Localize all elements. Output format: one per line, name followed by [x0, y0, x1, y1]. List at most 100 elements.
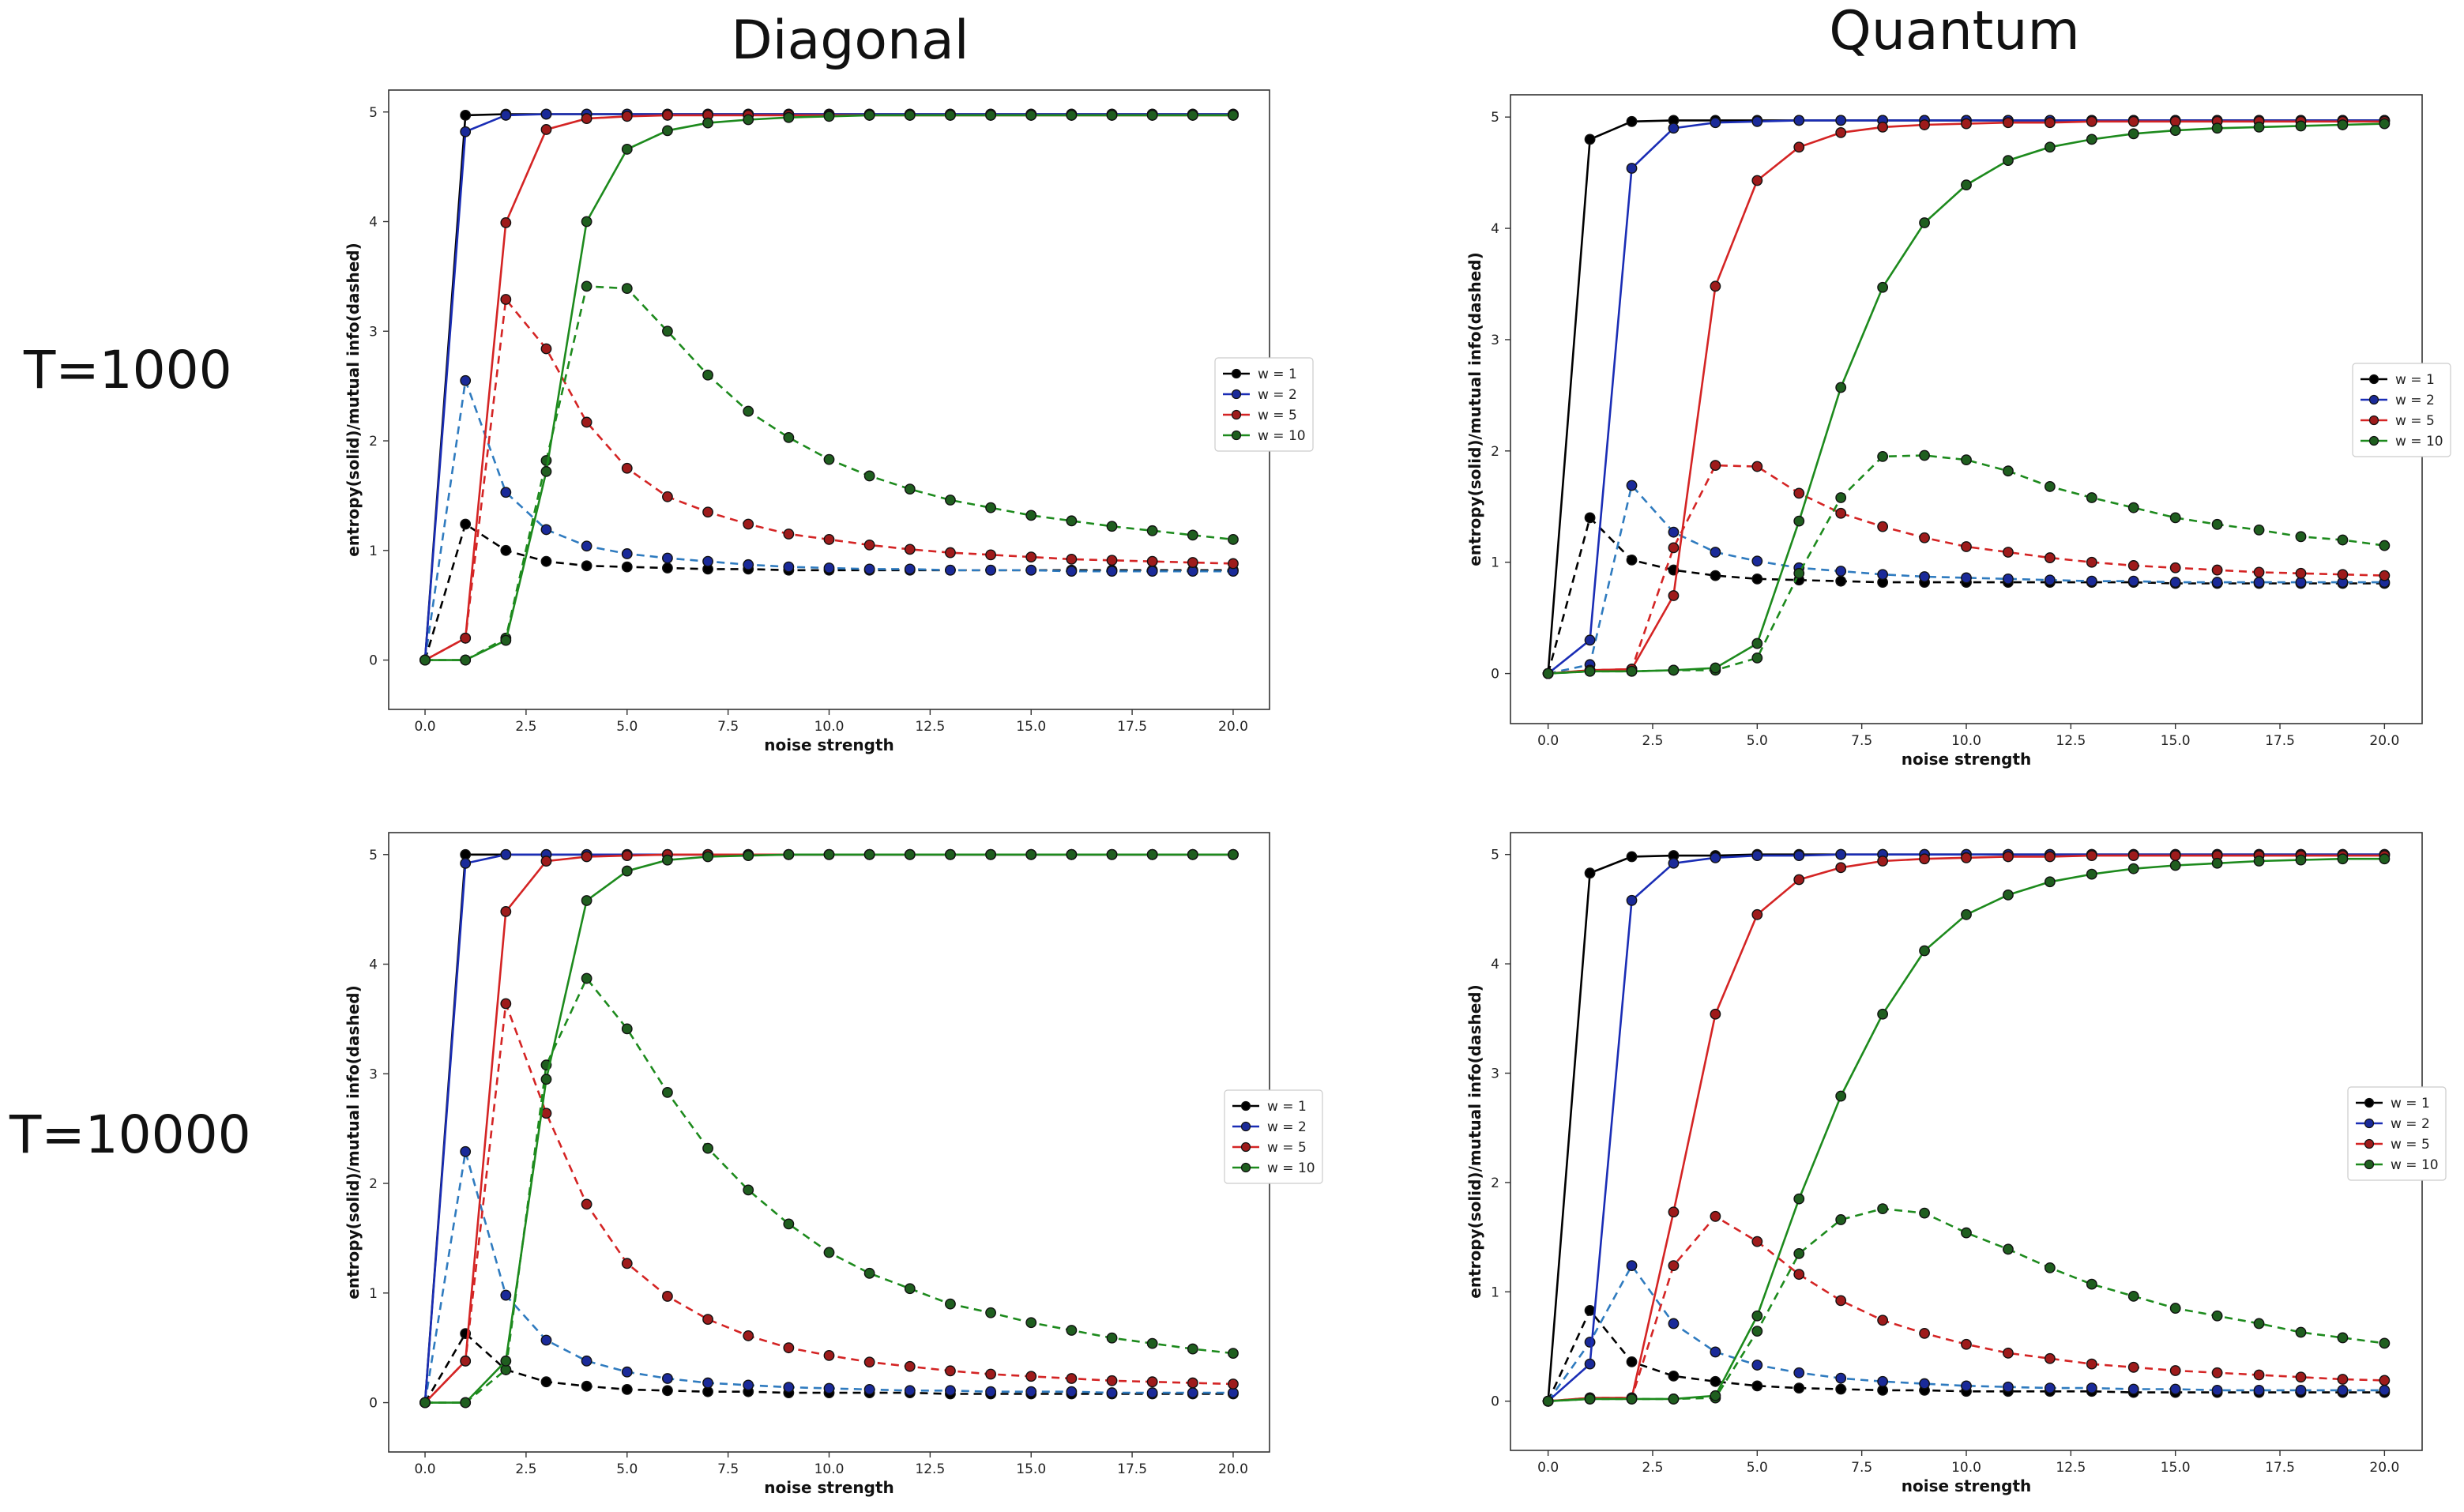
data-point [1146, 566, 1158, 577]
data-point [1228, 848, 1239, 860]
data-point [581, 1380, 592, 1392]
data-point [1106, 1332, 1118, 1344]
data-point [1626, 1394, 1638, 1405]
x-tick-label: 12.5 [915, 1461, 945, 1477]
y-tick-label: 1 [1491, 555, 1499, 571]
legend-marker [2368, 374, 2379, 385]
data-point [702, 506, 713, 518]
data-point [985, 564, 996, 576]
data-point [581, 113, 592, 124]
data-point [863, 1384, 875, 1395]
y-tick-label: 3 [369, 1066, 378, 1082]
data-point [2295, 1384, 2307, 1396]
data-point [1961, 118, 1972, 130]
data-point [1146, 1387, 1158, 1398]
data-point [419, 654, 431, 666]
data-point [1025, 1371, 1037, 1382]
legend-marker [2364, 1159, 2375, 1170]
x-tick-label: 0.0 [1537, 1460, 1559, 1476]
data-point [581, 895, 592, 906]
data-point [1877, 121, 1889, 133]
data-point [2379, 853, 2391, 865]
data-point [1584, 1337, 1596, 1348]
data-point [1919, 1328, 1930, 1339]
data-point [540, 343, 552, 355]
data-point [823, 453, 835, 465]
legend-label: w = 1 [2395, 372, 2435, 388]
data-point [1961, 1227, 1972, 1239]
data-point [662, 1385, 673, 1397]
data-point [1187, 1343, 1198, 1355]
data-point [460, 654, 472, 666]
data-point [662, 1086, 673, 1098]
data-point [2044, 117, 2056, 129]
data-point [1106, 1375, 1118, 1386]
data-point [1835, 566, 1847, 577]
data-point [1187, 848, 1198, 860]
data-point [2337, 534, 2349, 546]
data-point [500, 998, 512, 1010]
data-point [2169, 1365, 2181, 1376]
data-point [2003, 547, 2014, 558]
data-point [2003, 1347, 2014, 1359]
data-point [1919, 1378, 1930, 1390]
y-tick-label: 3 [1491, 1066, 1499, 1081]
data-point [2211, 1367, 2223, 1378]
data-point [823, 562, 835, 574]
data-point [1025, 848, 1037, 860]
data-point [1751, 1380, 1763, 1392]
data-point [1919, 532, 1930, 543]
data-point [1919, 1207, 1930, 1219]
data-point [1066, 1373, 1078, 1384]
x-tick-label: 20.0 [1218, 1461, 1248, 1477]
legend-marker [2368, 394, 2379, 405]
data-point [2379, 570, 2391, 581]
data-point [904, 110, 916, 121]
chart-quantum-t10000: 0.0 2.5 5.0 7.5 10.0 12.5 15.0 17.5 20.0 0 1 2 3 4 5 no… [1465, 832, 2447, 1495]
data-point [2295, 854, 2307, 866]
data-point [2127, 502, 2139, 513]
legend-marker [2364, 1138, 2375, 1149]
legend-marker [2368, 435, 2379, 446]
data-point [1626, 163, 1638, 174]
data-point [460, 110, 472, 121]
data-point [2211, 564, 2223, 576]
data-point [2337, 853, 2349, 865]
data-point [500, 294, 512, 305]
series-line [1547, 1263, 2385, 1402]
data-point [2086, 1358, 2097, 1370]
data-point [823, 111, 835, 122]
data-point [1751, 1360, 1763, 1371]
data-point [621, 865, 633, 877]
data-point [1877, 1203, 1889, 1215]
data-point [2044, 141, 2056, 153]
data-point [945, 1365, 956, 1377]
data-point [783, 1218, 795, 1230]
data-point [1542, 1395, 1554, 1407]
data-point [621, 462, 633, 474]
data-point [500, 217, 512, 228]
data-point [2086, 1278, 2097, 1290]
data-point [743, 1379, 754, 1391]
data-point [904, 1385, 916, 1397]
data-point [2211, 857, 2223, 869]
y-tick-label: 0 [1491, 667, 1499, 683]
data-point [985, 1386, 996, 1397]
data-point [2211, 122, 2223, 134]
data-point [2379, 1375, 2391, 1386]
data-point [2127, 560, 2139, 571]
legend-label: w = 2 [1267, 1119, 1307, 1135]
data-point [621, 1384, 633, 1395]
data-point [1146, 1376, 1158, 1388]
data-point [2253, 1318, 2265, 1330]
legend-marker [1240, 1100, 1251, 1111]
data-point [540, 1074, 552, 1085]
legend-marker [1231, 368, 1242, 379]
data-point [1710, 280, 1721, 292]
data-point [1835, 1214, 1847, 1225]
data-point [1751, 461, 1763, 472]
data-point [863, 563, 875, 575]
data-point [1228, 534, 1239, 545]
x-tick-label: 2.5 [1642, 733, 1663, 749]
data-point [540, 108, 552, 120]
